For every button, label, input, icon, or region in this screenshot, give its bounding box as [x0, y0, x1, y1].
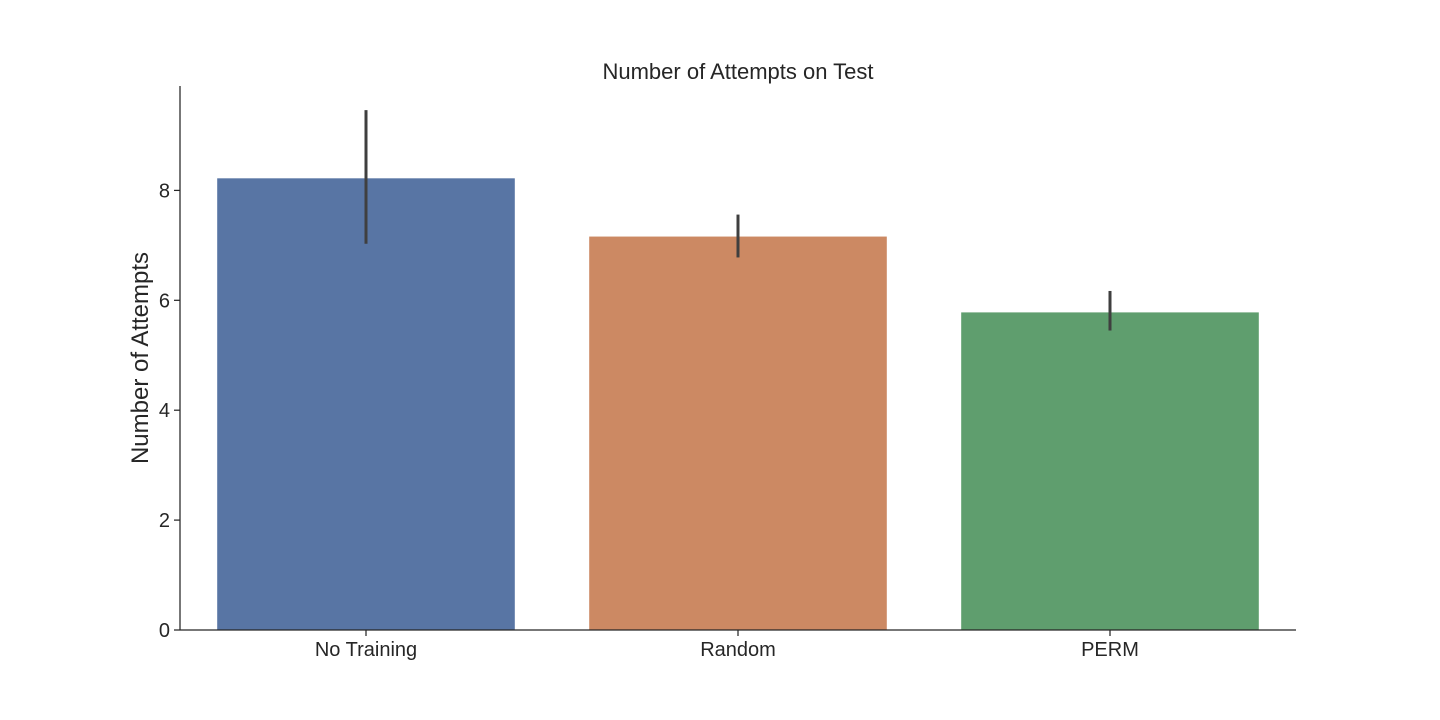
y-tick-label: 4	[159, 400, 170, 422]
x-tick-label: No Training	[315, 639, 417, 661]
y-tick-label: 6	[159, 290, 170, 312]
y-ticks-group: 0 2 4 6 8	[159, 180, 180, 642]
x-tick-label: Random	[700, 639, 776, 661]
y-tick-label: 8	[159, 180, 170, 202]
bar-no-training	[217, 178, 515, 630]
y-axis-label: Number of Attempts	[127, 252, 154, 464]
bar-perm	[961, 312, 1259, 630]
bars-group	[217, 178, 1259, 630]
x-tick-label: PERM	[1081, 639, 1139, 661]
y-tick-label: 2	[159, 510, 170, 532]
chart-title: Number of Attempts on Test	[602, 59, 873, 84]
x-ticks-group: No Training Random PERM	[315, 630, 1139, 661]
y-tick-label: 0	[159, 620, 170, 642]
error-bars-group	[364, 110, 1112, 331]
bar-random	[589, 236, 887, 630]
